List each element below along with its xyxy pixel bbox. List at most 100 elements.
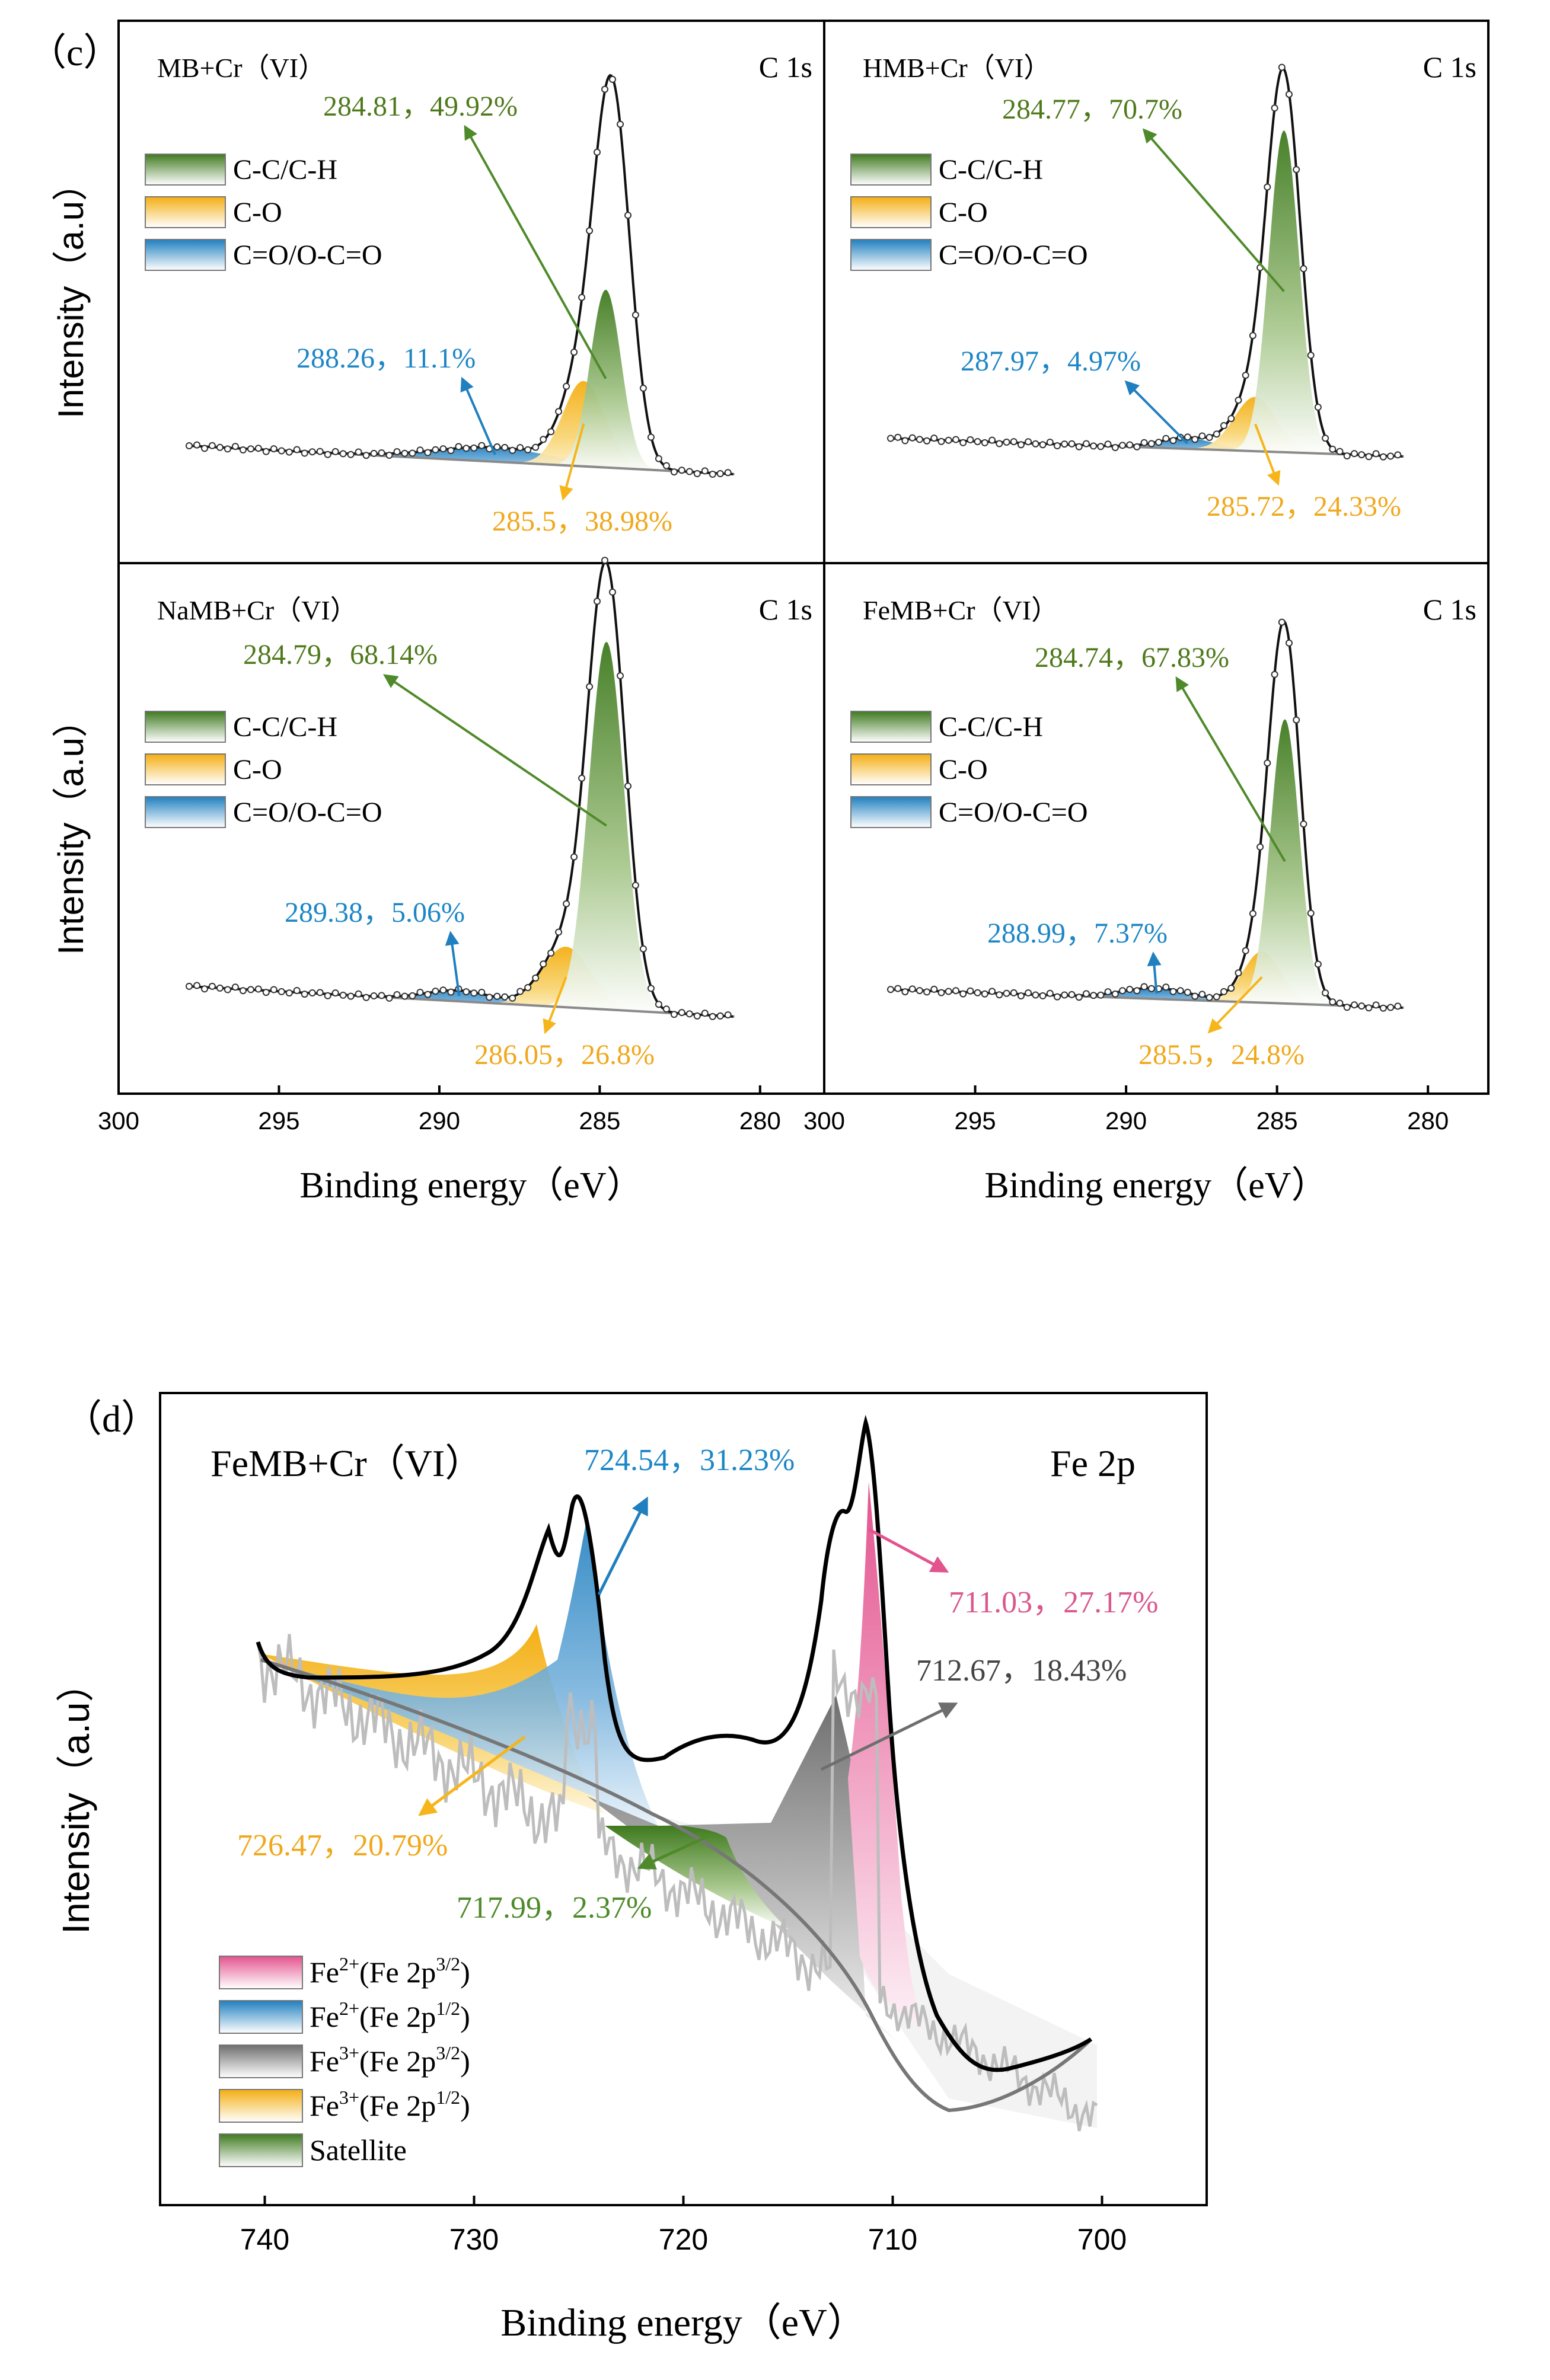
raw-data-point [1220, 422, 1227, 429]
raw-data-point [1322, 435, 1329, 442]
raw-data-point [1097, 443, 1105, 451]
raw-data-point [716, 470, 724, 477]
raw-data-point [478, 442, 486, 449]
raw-data-point [301, 991, 308, 998]
legend-label-1: C-O [233, 197, 282, 228]
raw-data-point [1032, 991, 1039, 999]
raw-data-point [1140, 439, 1148, 446]
raw-data-point [908, 985, 916, 993]
raw-data-point [1010, 438, 1018, 446]
raw-data-point [1075, 443, 1083, 451]
raw-data-point [416, 446, 424, 454]
peak-area-fe2-2p32 [848, 1482, 925, 2027]
peak-area-fe2-2p12 [261, 1518, 658, 1826]
raw-data-point [293, 987, 301, 994]
raw-data-point [1162, 435, 1170, 442]
legend-label-0: C-C/C-H [939, 711, 1043, 743]
raw-data-point [1307, 352, 1315, 359]
raw-data-point [981, 990, 988, 998]
raw-data-point [385, 452, 393, 459]
raw-data-point [463, 988, 470, 996]
peak-label-3: 726.47，20.79% [237, 1829, 448, 1863]
raw-data-point [1329, 445, 1337, 453]
raw-data-point [1351, 1001, 1358, 1009]
raw-data-point [981, 439, 988, 446]
x-tick-label: 710 [868, 2223, 917, 2256]
raw-data-point [1314, 960, 1322, 968]
legend-label-0: C-C/C-H [939, 154, 1043, 186]
legend-label-2: C=O/O-C=O [233, 797, 382, 828]
raw-data-point [393, 991, 401, 998]
legend-swatch-4 [219, 2133, 303, 2167]
raw-data-point [493, 443, 501, 451]
raw-data-point [1358, 451, 1366, 459]
legend-label-1: C-O [939, 197, 988, 228]
peak-label-2: 289.38，5.06% [285, 897, 465, 928]
peak-label-4: 717.99，2.37% [457, 1891, 652, 1925]
raw-data-point [401, 449, 409, 457]
raw-data-point [908, 434, 916, 442]
legend-swatch-2 [145, 796, 226, 828]
raw-data-points [186, 557, 732, 1020]
raw-data-point [887, 986, 894, 993]
raw-data-point [1169, 437, 1177, 445]
raw-data-point [1082, 440, 1090, 448]
subplot-title: NaMB+Cr（VI） [157, 595, 358, 625]
raw-data-point [501, 443, 509, 451]
raw-data-point [916, 987, 923, 995]
raw-data-point [1111, 444, 1119, 451]
legend-label-0: C-C/C-H [233, 154, 337, 186]
raw-data-point [1025, 989, 1032, 996]
peak-arrow-0 [868, 1528, 949, 1573]
raw-data-point [1293, 166, 1300, 174]
raw-data-point [1032, 440, 1039, 448]
x-tick-label: 295 [258, 1107, 299, 1135]
raw-data-point [216, 443, 224, 451]
raw-data-point [578, 293, 586, 301]
raw-data-point [439, 986, 447, 994]
raw-data-point [1343, 1004, 1351, 1011]
raw-data-point [1003, 438, 1010, 446]
legend-label-1: C-O [939, 754, 988, 785]
raw-data-point [1220, 988, 1227, 995]
raw-data-point [1198, 991, 1206, 998]
raw-data-point [937, 437, 945, 445]
raw-data-point [439, 445, 447, 453]
raw-data-point [930, 435, 938, 442]
peak-arrow-0 [383, 674, 607, 827]
raw-data-point [324, 451, 331, 458]
raw-data-point [1343, 452, 1351, 460]
raw-data-point [193, 441, 200, 449]
raw-data-point [285, 989, 293, 997]
raw-data-line [256, 1634, 1098, 2132]
raw-data-point [655, 455, 662, 462]
raw-data-point [1300, 820, 1307, 828]
raw-data-point [540, 436, 547, 443]
raw-data-point [516, 444, 524, 452]
legend-swatch-3 [219, 2089, 303, 2123]
raw-data-point [362, 993, 370, 1001]
peak-label-1: 285.72，24.33% [1207, 491, 1401, 522]
raw-data-point [532, 443, 540, 451]
raw-data-point [378, 449, 385, 456]
peak-label-2: 288.26，11.1% [296, 343, 476, 374]
raw-data-point [639, 945, 647, 953]
raw-data-point [509, 994, 516, 1002]
x-tick-label: 280 [1407, 1107, 1449, 1135]
raw-data-point [609, 588, 616, 596]
peak-arrow-2 [460, 376, 496, 455]
peak-area-c-o-o-c-o [189, 986, 735, 1017]
subplot-title: FeMB+Cr（VI） [863, 595, 1058, 625]
legend-swatch-0 [145, 711, 226, 743]
peak-label-0: 284.74，67.83% [1035, 642, 1229, 673]
raw-data-point [988, 988, 996, 995]
raw-data-point [1336, 999, 1344, 1007]
raw-data-point [1235, 969, 1242, 977]
raw-data-point [270, 986, 278, 993]
raw-data-point [1329, 998, 1337, 1006]
raw-data-point [278, 988, 285, 995]
legend-swatch-2 [850, 239, 932, 271]
panel-c-frame [117, 20, 1490, 1095]
raw-data-point [362, 452, 370, 459]
raw-data-point [1213, 993, 1220, 1001]
